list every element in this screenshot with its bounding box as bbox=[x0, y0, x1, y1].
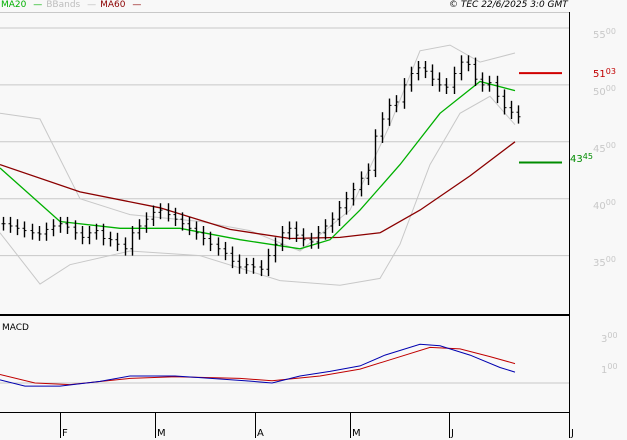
macd-panel-lines bbox=[0, 343, 569, 387]
price-bars bbox=[1, 55, 521, 277]
price-tick-label: 4500 bbox=[593, 140, 616, 155]
legend-ma60: MA60 — bbox=[100, 0, 142, 10]
macd-tick-label: 100 bbox=[601, 361, 618, 376]
chart-legend: MA20 — BBands — MA60 — bbox=[1, 0, 145, 11]
macd-signal-line bbox=[0, 346, 516, 386]
macd-line bbox=[0, 343, 516, 387]
price-tick-label: 5000 bbox=[593, 83, 616, 98]
ma60-line bbox=[0, 141, 516, 240]
support-resistance-lines bbox=[519, 72, 562, 164]
ma20-line bbox=[0, 80, 516, 250]
chart-credit: © TEC 22/6/2025 3:0 GMT bbox=[449, 0, 568, 10]
macd-title: MACD bbox=[2, 323, 29, 333]
bband-lower bbox=[0, 95, 516, 286]
bband-upper bbox=[0, 44, 516, 252]
price-tick-label: 4000 bbox=[593, 197, 616, 212]
month-label: J bbox=[571, 428, 574, 439]
legend-ma20-label: MA20 bbox=[1, 0, 27, 10]
legend-ma60-label: MA60 bbox=[100, 0, 126, 10]
price-tick-label: 3500 bbox=[593, 254, 616, 269]
month-label: A bbox=[257, 428, 264, 439]
legend-ma20: MA20 — bbox=[1, 0, 43, 10]
month-label: J bbox=[451, 428, 454, 439]
legend-bbands: BBands — bbox=[46, 0, 97, 10]
macd-tick-label: 300 bbox=[601, 330, 618, 345]
month-label: F bbox=[62, 428, 68, 439]
price-grid bbox=[0, 27, 569, 257]
resistance-label: 5103 bbox=[593, 67, 616, 80]
bollinger-bands bbox=[0, 44, 516, 286]
moving-averages bbox=[0, 80, 516, 250]
month-label: M bbox=[157, 428, 166, 439]
price-tick-label: 5500 bbox=[593, 27, 616, 41]
month-label: M bbox=[352, 428, 361, 439]
legend-bbands-label: BBands bbox=[46, 0, 81, 10]
support-label: 4345 bbox=[570, 152, 593, 165]
x-axis-ticks bbox=[60, 413, 570, 438]
